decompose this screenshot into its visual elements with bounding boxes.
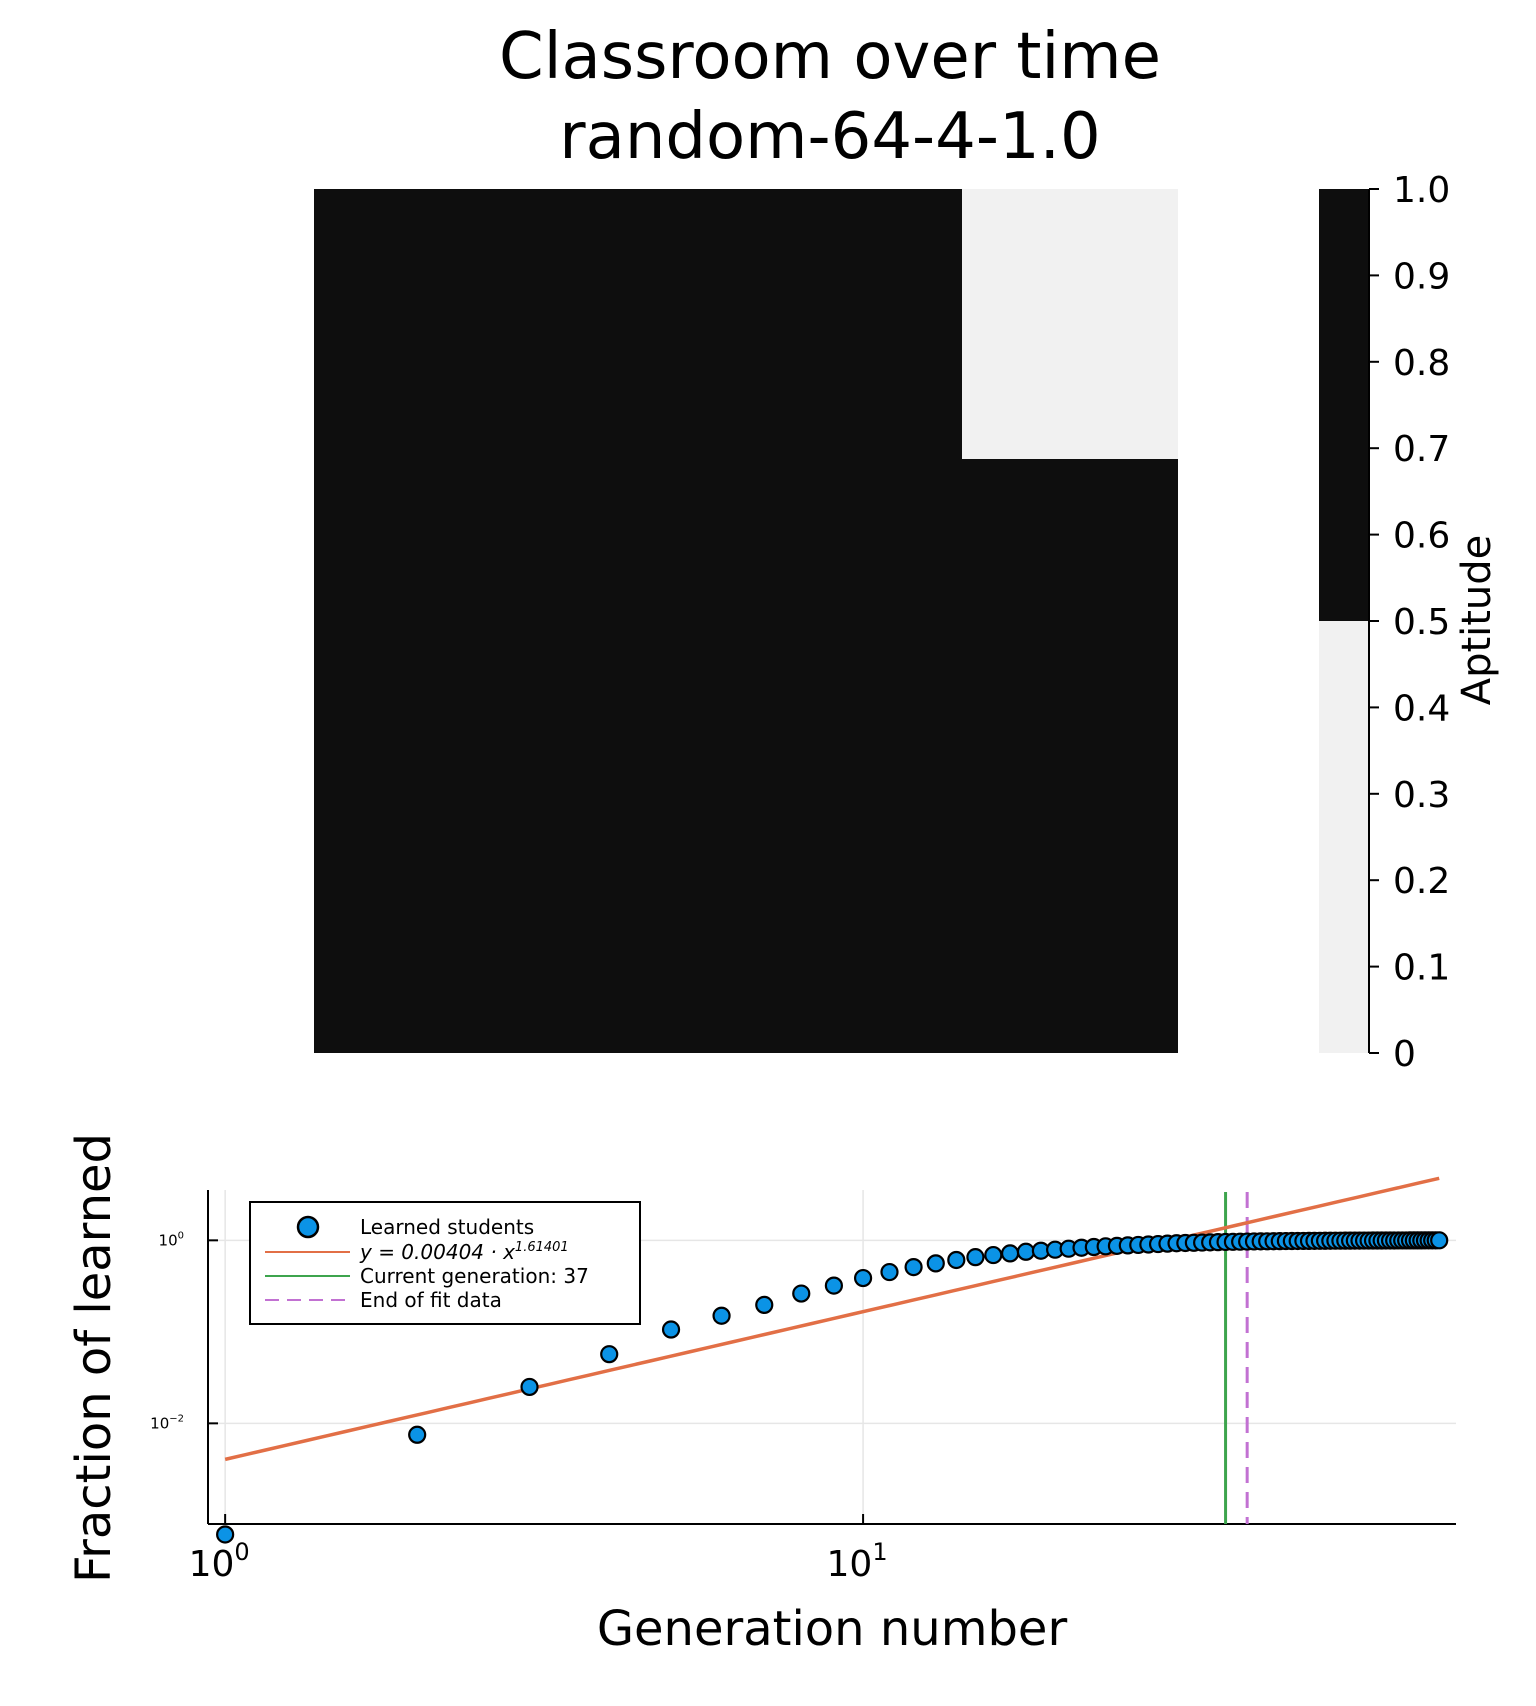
heatmap-cell-top-right [962, 189, 1178, 459]
data-point [755, 1295, 774, 1314]
plot-ticks: 100 101 100 10−2 [150, 1230, 887, 1585]
colorbar-low-segment [1319, 621, 1369, 1053]
data-point [408, 1425, 427, 1444]
classroom-heatmap [314, 189, 1178, 1053]
legend-label-current: Current generation: 37 [360, 1264, 589, 1288]
y-tick-label: 100 [159, 1230, 184, 1249]
data-point [904, 1257, 923, 1277]
data-point [853, 1268, 873, 1288]
fit-line [224, 1176, 1440, 1462]
data-point [712, 1306, 731, 1325]
aptitude-colorbar: 0 0.1 0.2 0.3 0.4 0.5 0.6 0.7 0.8 0.9 1.0 [1319, 170, 1450, 1075]
data-point [824, 1276, 843, 1295]
x-tick-label: 101 [827, 1538, 888, 1585]
legend: Learned students y = 0.00404 · x1.61401 … [249, 1201, 641, 1325]
legend-label-fit-main: y = 0.00404 · x [359, 1240, 515, 1264]
colorbar-label: Aptitude [1454, 535, 1500, 706]
data-point [520, 1377, 539, 1397]
colorbar-tick-label: 0.8 [1393, 343, 1450, 384]
plot-series [216, 1176, 1449, 1544]
data-point [926, 1254, 945, 1273]
y-tick-label: 10−2 [150, 1413, 184, 1432]
x-axis-label: Generation number [597, 1601, 1068, 1657]
colorbar-tick-label: 0.5 [1393, 602, 1450, 643]
data-point [661, 1320, 681, 1339]
heatmap-title-line1: Classroom over time [499, 20, 1161, 94]
data-point [880, 1262, 899, 1282]
data-point [1000, 1244, 1020, 1263]
colorbar-tick-label: 1.0 [1393, 170, 1450, 211]
colorbar-tick-label: 0.1 [1393, 948, 1450, 989]
x-tick-label: 100 [189, 1538, 250, 1585]
y-axis-label: Fraction of learned [66, 1133, 122, 1583]
data-point [792, 1284, 811, 1303]
heatmap-title-line2: random-64-4-1.0 [559, 100, 1100, 174]
colorbar-tick-label: 0.4 [1393, 688, 1450, 729]
legend-label-learned: Learned students [360, 1215, 534, 1239]
colorbar-tick-label: 0.9 [1393, 256, 1450, 297]
legend-label-endfit: End of fit data [360, 1288, 502, 1312]
colorbar-tick-label: 0.7 [1393, 429, 1450, 470]
data-point [966, 1248, 985, 1267]
colorbar-tick-label: 0.3 [1393, 775, 1450, 816]
data-point [216, 1525, 235, 1544]
legend-label-fit: y = 0.00404 · x1.61401 [359, 1240, 569, 1264]
colorbar-tick-label: 0 [1393, 1034, 1416, 1075]
data-point [1430, 1231, 1449, 1250]
legend-label-fit-exp: 1.61401 [515, 1240, 569, 1255]
data-point [600, 1345, 619, 1364]
colorbar-high-segment [1319, 189, 1369, 621]
data-point [947, 1250, 966, 1270]
data-point [1016, 1242, 1036, 1261]
colorbar-tick-label: 0.2 [1393, 861, 1450, 902]
data-point [984, 1245, 1003, 1265]
legend-marker-learned [296, 1215, 320, 1239]
colorbar-tick-label: 0.6 [1393, 516, 1450, 557]
